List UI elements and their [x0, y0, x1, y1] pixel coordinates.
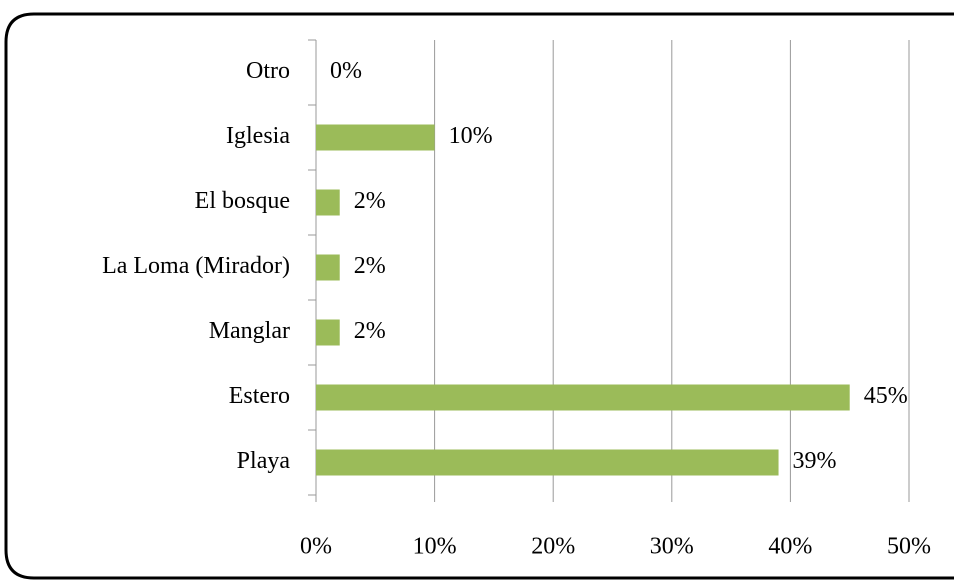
bar [316, 319, 340, 346]
x-tick-label: 50% [887, 534, 931, 560]
y-tick-label: La Loma (Mirador) [102, 253, 290, 279]
y-tick-label: Estero [229, 383, 290, 409]
x-tick-label: 30% [650, 534, 694, 560]
y-tick-label: El bosque [195, 188, 290, 214]
bar [316, 384, 850, 411]
x-tick-label: 0% [300, 534, 332, 560]
chart-frame [4, 12, 954, 580]
bar [316, 449, 779, 476]
y-tick-label: Otro [246, 58, 290, 84]
y-tick-label: Manglar [209, 318, 290, 344]
y-tick-label: Playa [237, 448, 291, 474]
data-label: 39% [793, 448, 837, 474]
data-label: 2% [354, 253, 386, 279]
bar [316, 124, 435, 151]
data-label: 0% [330, 58, 362, 84]
x-tick-label: 20% [531, 534, 575, 560]
x-tick-label: 40% [768, 534, 812, 560]
data-label: 45% [864, 383, 908, 409]
bar [316, 254, 340, 281]
y-tick-label: Iglesia [226, 123, 290, 149]
bar [316, 189, 340, 216]
data-label: 10% [449, 123, 493, 149]
x-tick-label: 10% [413, 534, 457, 560]
data-label: 2% [354, 188, 386, 214]
data-label: 2% [354, 318, 386, 344]
